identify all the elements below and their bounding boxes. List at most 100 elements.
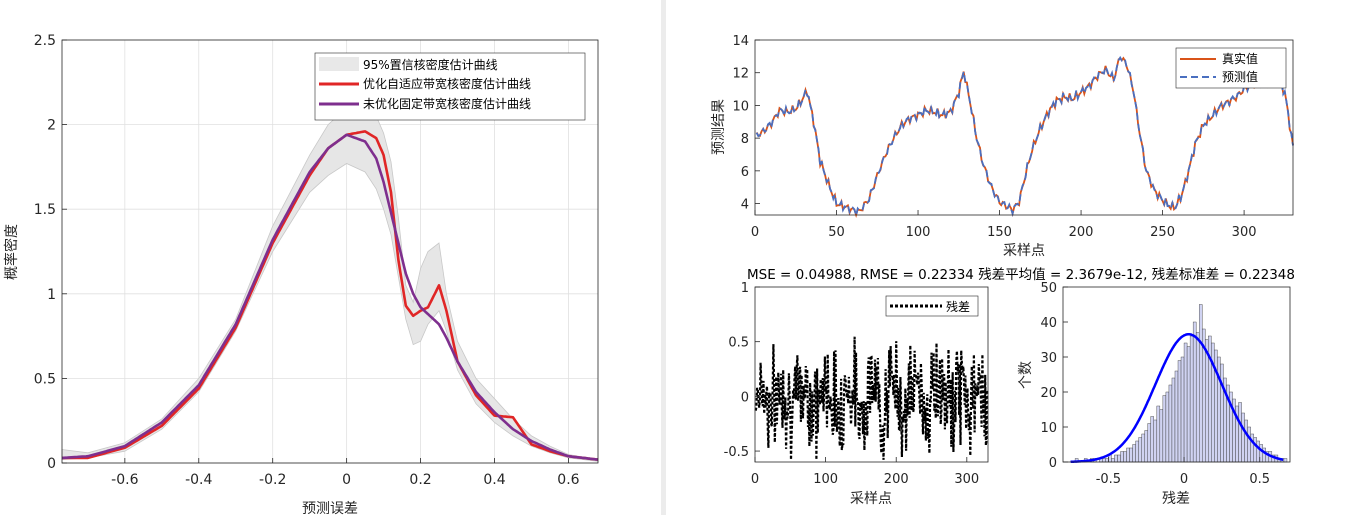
kde-axes-box <box>61 39 599 464</box>
hist-bar <box>1241 412 1245 463</box>
hist-bar <box>1174 370 1179 463</box>
hist-bar <box>1147 423 1151 463</box>
pred-y-tick-label: 4 <box>741 198 749 213</box>
hist-bars <box>1074 304 1288 463</box>
hist-y-tick-label: 10 <box>1040 421 1057 436</box>
kde-y-tick-label: 2 <box>47 118 56 134</box>
kde-y-tick-label: 2.5 <box>34 33 56 49</box>
hist-bar <box>1162 395 1167 463</box>
kde-legend-opt: 优化自适应带宽核密度估计曲线 <box>363 76 531 91</box>
hist-bar <box>1165 391 1170 463</box>
pred-x-tick-label: 0 <box>751 225 759 240</box>
pred-predicted-line <box>755 55 1294 217</box>
hist-bar <box>1156 405 1161 463</box>
hist-bar <box>1168 384 1173 463</box>
hist-bar <box>1283 458 1288 463</box>
pred-legend: 真实值 预测值 <box>1175 47 1287 89</box>
pred-y-tick-label: 6 <box>741 165 749 180</box>
kde-chart: -0.6 -0.4 -0.2 0 0.2 0.4 0.600.511.522.5 预测误差 … <box>3 33 599 515</box>
hist-bar <box>1247 426 1251 463</box>
hist-ylabel: 个数 <box>1018 361 1034 389</box>
hist-bar <box>1102 458 1106 463</box>
kde-y-tick-label: 0.5 <box>34 371 56 387</box>
hist-x-tick-label: 0 <box>1180 472 1188 487</box>
hist-bar <box>1138 437 1142 463</box>
kde-x-tick-label: 0.2 <box>409 472 431 488</box>
pred-axes-box <box>754 39 1294 216</box>
resid-x-tick-label: 200 <box>884 472 909 487</box>
hist-bar <box>1150 416 1154 463</box>
resid-xlabel: 采样点 <box>850 491 892 507</box>
hist-bar <box>1117 454 1121 463</box>
hist-xlabel: 残差 <box>1162 491 1190 507</box>
pred-y-tick-label: 14 <box>732 34 749 49</box>
hist-y-tick-label: 30 <box>1040 351 1057 366</box>
hist-y-tick-label: 40 <box>1040 316 1057 331</box>
hist-bar <box>1126 447 1130 463</box>
pred-chart: 0 50 100 150 200 250 300 4 6 8 10 12 14 采样点 预测结果 真实值… <box>711 34 1294 259</box>
hist-bar <box>1135 440 1139 463</box>
hist-x-tick-label: -0.5 <box>1096 472 1121 487</box>
hist-bar <box>1144 430 1148 463</box>
resid-y-tick-label: 0 <box>741 390 749 405</box>
hist-bar <box>1192 321 1197 463</box>
hist-bar <box>1111 458 1115 463</box>
hist-fit-curve <box>1070 333 1284 464</box>
hist-bar <box>1198 304 1203 463</box>
kde-x-tick-label: 0.4 <box>483 472 505 488</box>
pred-y-tick-label: 12 <box>732 67 749 82</box>
hist-bar <box>1183 342 1188 463</box>
hist-y-tick-label: 20 <box>1040 386 1057 401</box>
hist-bar <box>1153 419 1158 463</box>
hist-bar <box>1171 377 1176 463</box>
kde-y-tick-label: 1 <box>47 287 56 303</box>
hist-y-tick-label: 0 <box>1049 456 1057 471</box>
hist-bar <box>1114 454 1118 463</box>
resid-axes-box <box>754 286 989 463</box>
kde-x-tick-label: -0.2 <box>259 472 286 488</box>
hist-bar <box>1220 363 1224 463</box>
hist-bar <box>1253 437 1257 463</box>
resid-legend-label: 残差 <box>946 300 970 314</box>
hist-bar <box>1129 447 1133 463</box>
resid-ticks: 0 100 200 300-0.500.51 <box>724 281 980 487</box>
hist-fit-line <box>1070 333 1284 464</box>
kde-legend-ci: 95%置信核密度估计曲线 <box>363 57 498 72</box>
hist-bar <box>1141 433 1145 463</box>
pred-x-tick-label: 250 <box>1150 225 1175 240</box>
hist-bar <box>1132 444 1136 463</box>
pred-lines <box>755 55 1294 218</box>
hist-bar <box>1244 419 1248 463</box>
kde-x-tick-label: 0 <box>342 472 351 488</box>
hist-bar <box>1189 335 1194 463</box>
kde-xlabel: 预测误差 <box>302 501 358 515</box>
hist-bar <box>1186 346 1191 463</box>
pred-legend-real: 真实值 <box>1222 51 1258 66</box>
kde-y-tick-label: 0 <box>47 456 56 472</box>
kde-x-tick-label: 0.6 <box>557 472 579 488</box>
kde-legend-ci-swatch <box>319 57 359 71</box>
hist-bar <box>1123 451 1127 463</box>
kde-unoptimized-line <box>61 133 599 461</box>
hist-bar <box>1195 332 1200 463</box>
resid-x-tick-label: 0 <box>751 472 759 487</box>
hist-bar <box>1256 440 1260 463</box>
hist-x-tick-label: 0.5 <box>1249 472 1270 487</box>
resid-x-tick-label: 100 <box>813 472 838 487</box>
kde-ylabel: 概率密度 <box>3 224 20 280</box>
hist-bar <box>1120 451 1124 463</box>
hist-bar <box>1259 444 1263 463</box>
hist-axes-box <box>1062 286 1291 463</box>
hist-bar <box>1159 409 1164 463</box>
hist-bar <box>1105 458 1109 463</box>
hist-ticks: -0.5 0 0.5 0 10 20 30 40 50 <box>1040 281 1270 487</box>
pred-x-tick-label: 50 <box>828 225 845 240</box>
pred-x-tick-label: 200 <box>1069 225 1094 240</box>
resid-y-tick-label: 1 <box>741 281 749 296</box>
resid-chart: 0 100 200 300-0.500.51 采样点 残差 <box>724 281 990 507</box>
pred-ticks: 0 50 100 150 200 250 300 4 6 8 10 12 14 <box>732 34 1256 240</box>
resid-y-tick-label: -0.5 <box>724 445 749 460</box>
window-divider <box>661 0 666 515</box>
kde-lines <box>61 130 599 461</box>
